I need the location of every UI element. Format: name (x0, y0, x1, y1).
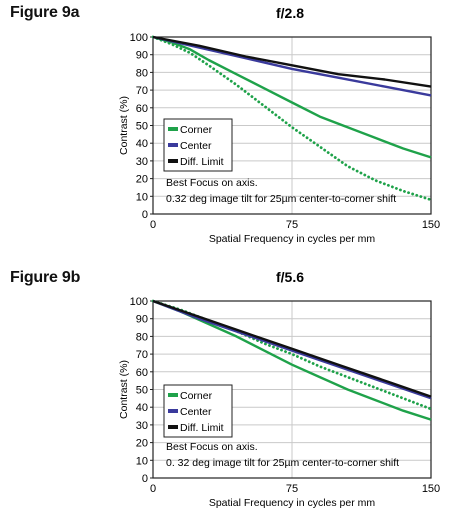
chart-0-ytick-label-60: 60 (136, 103, 148, 115)
chart-1-legend-label-diff-limit: Diff. Limit (180, 422, 224, 434)
chart-1-xtick-label-0: 0 (150, 483, 156, 495)
chart-1-series-diff-limitsolid (152, 299, 432, 398)
chart-0-legend-label-center: Center (180, 140, 212, 152)
chart-1-legend-label-corner: Corner (180, 390, 213, 402)
mtf-chart-f2-8: f/2.8 0 10 20 30 40 50 60 70 80 90 100 0 75 150 Spatial… (118, 5, 440, 245)
chart-0-xtick-label-0: 0 (150, 219, 156, 231)
chart-0-xtick-label-150: 150 (422, 219, 440, 231)
chart-0-ytick-label-100: 100 (130, 32, 148, 44)
chart-1-legend: Corner Center Diff. Limit (163, 384, 233, 438)
chart-1-xtick-label-150: 150 (422, 483, 440, 495)
chart-0-legend: Corner Center Diff. Limit (163, 118, 233, 172)
chart-0-ytick-label-90: 90 (136, 50, 148, 62)
mtf-chart-f5-6: f/5.6 0 10 20 30 40 50 60 70 80 90 100 0 75 150 Spatial… (118, 269, 440, 509)
chart-0-x-axis-label: Spatial Frequency in cycles per mm (209, 233, 376, 245)
chart-1-title: f/5.6 (276, 269, 304, 285)
chart-1-series-cornerdotted (151, 299, 433, 411)
chart-0-xtick-label-75: 75 (286, 219, 298, 231)
chart-1-x-axis-label: Spatial Frequency in cycles per mm (209, 497, 376, 509)
chart-1-legend-label-center: Center (180, 406, 212, 418)
chart-0-note-0: Best Focus on axis. (166, 177, 258, 189)
chart-0-series-cornersolid (152, 35, 432, 159)
chart-1-ytick-label-100: 100 (130, 296, 148, 308)
chart-0-ytick-label-30: 30 (136, 156, 148, 168)
chart-0-ytick-label-20: 20 (136, 174, 148, 186)
chart-1-ytick-label-10: 10 (136, 455, 148, 467)
chart-0-series-diff-limitsolid (152, 35, 432, 88)
chart-0-series-cornerdotted (151, 35, 433, 202)
chart-1-ytick-label-30: 30 (136, 420, 148, 432)
chart-1-ytick-label-90: 90 (136, 314, 148, 326)
chart-1-series-centersolid (152, 299, 432, 400)
chart-1-y-axis-label: Contrast (%) (118, 360, 130, 419)
chart-0-title: f/2.8 (276, 5, 304, 21)
chart-0-ytick-label-70: 70 (136, 85, 148, 97)
chart-1-ytick-label-20: 20 (136, 438, 148, 450)
chart-1-note-1: 0. 32 deg image tilt for 25µm center-to-… (166, 457, 399, 469)
chart-1-ytick-label-80: 80 (136, 331, 148, 343)
chart-0-legend-label-diff-limit: Diff. Limit (180, 156, 224, 168)
chart-0-y-axis-label: Contrast (%) (118, 96, 130, 155)
chart-1-ytick-label-0: 0 (142, 473, 148, 485)
chart-0-ytick-label-0: 0 (142, 209, 148, 221)
chart-0-ytick-label-40: 40 (136, 138, 148, 150)
chart-1-ytick-label-50: 50 (136, 385, 148, 397)
chart-0-ytick-label-50: 50 (136, 121, 148, 133)
chart-1-note-0: Best Focus on axis. (166, 441, 258, 453)
chart-1-ytick-label-60: 60 (136, 367, 148, 379)
chart-0-ytick-label-80: 80 (136, 67, 148, 79)
chart-0-ytick-label-10: 10 (136, 191, 148, 203)
chart-1-ytick-label-70: 70 (136, 349, 148, 361)
chart-1-xtick-label-75: 75 (286, 483, 298, 495)
figure-label-9b: Figure 9b (10, 269, 81, 286)
chart-0-note-1: 0.32 deg image tilt for 25µm center-to-c… (166, 193, 396, 205)
chart-0-series-centersolid (152, 35, 432, 97)
chart-1-ytick-label-40: 40 (136, 402, 148, 414)
chart-0-legend-label-corner: Corner (180, 124, 213, 136)
figure-label-9a: Figure 9a (10, 4, 80, 21)
